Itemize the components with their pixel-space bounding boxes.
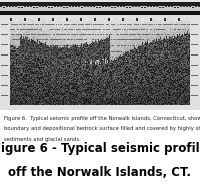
Text: Figure 6.  Typical seismic profile off the Norwalk Islands, Connecticut, showing: Figure 6. Typical seismic profile off th… (4, 116, 200, 121)
Text: boundary and depositional bedrock surface filled and covered by highly stratifie: boundary and depositional bedrock surfac… (4, 126, 200, 131)
Text: sediments and glacial sands.: sediments and glacial sands. (4, 137, 81, 142)
Text: off the Norwalk Islands, CT.: off the Norwalk Islands, CT. (8, 166, 192, 179)
Text: Figure 6 - Typical seismic profile: Figure 6 - Typical seismic profile (0, 142, 200, 155)
